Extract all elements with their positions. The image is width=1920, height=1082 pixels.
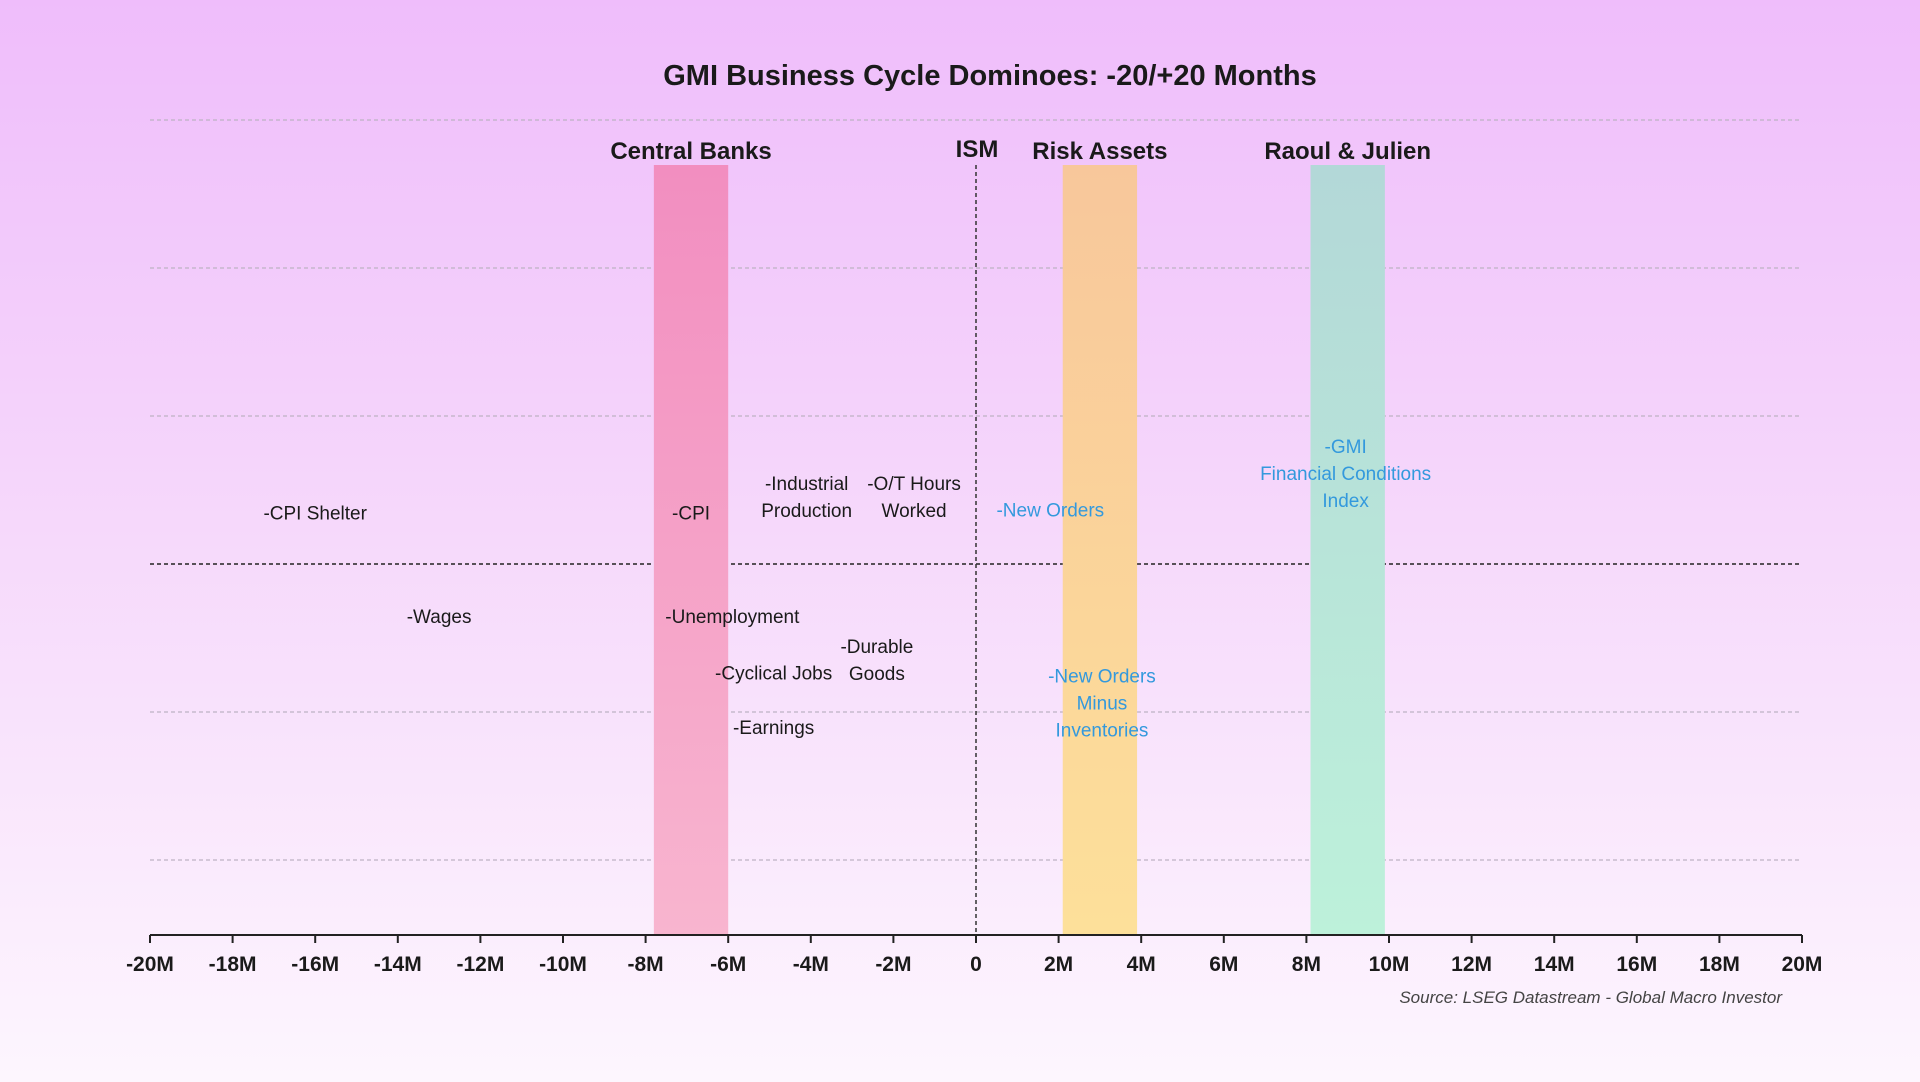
x-tick-label: 14M — [1534, 953, 1575, 976]
band-label: Risk Assets — [1032, 138, 1167, 165]
x-tick-label: 10M — [1369, 953, 1410, 976]
x-tick-label: -12M — [456, 953, 504, 976]
indicator-annotations: -CPI Shelter -CPI -Industrial Production -O/… — [263, 437, 1431, 741]
ism-label: ISM — [956, 136, 999, 163]
annotation-label: -O/T Hours Worked — [867, 474, 961, 522]
annotation-label: -Durable Goods — [840, 637, 913, 685]
x-tick-label: -20M — [126, 953, 174, 976]
band-label: Central Banks — [610, 138, 771, 165]
annotation-label: -GMI Financial Conditions Index — [1260, 437, 1431, 512]
x-tick-label: 18M — [1699, 953, 1740, 976]
annotation-label: -New Orders Minus Inventories — [1048, 666, 1156, 741]
x-tick-label: 0 — [970, 953, 982, 976]
ism-reference: ISM — [956, 136, 999, 935]
x-tick-label: 4M — [1127, 953, 1156, 976]
x-tick-label: 20M — [1782, 953, 1823, 976]
annotation-label: -Industrial Production — [761, 474, 852, 522]
annotation-label: -CPI — [672, 504, 710, 525]
x-tick-label: -6M — [710, 953, 746, 976]
grid-lines — [150, 119, 1802, 861]
x-tick-label: 6M — [1209, 953, 1238, 976]
chart-title: GMI Business Cycle Dominoes: -20/+20 Mon… — [663, 60, 1316, 92]
x-tick-label: 16M — [1616, 953, 1657, 976]
source-note: Source: LSEG Datastream - Global Macro I… — [1399, 988, 1783, 1007]
band-label: Raoul & Julien — [1264, 138, 1431, 165]
annotation-label: -Unemployment — [665, 607, 800, 628]
band-central-banks — [653, 165, 729, 935]
x-tick-label: -2M — [875, 953, 911, 976]
x-tick-label: 12M — [1451, 953, 1492, 976]
cycle-bands: Central Banks Risk Assets Raoul & Julien — [610, 138, 1431, 935]
annotation-label: -Wages — [407, 607, 472, 628]
x-axis: -20M -18M -16M -14M -12M -10M -8M -6M -4M -2M 0 2M 4… — [126, 934, 1823, 976]
x-tick-label: 2M — [1044, 953, 1073, 976]
x-tick-label: 8M — [1292, 953, 1321, 976]
annotation-label: -New Orders — [996, 501, 1104, 522]
band-risk-assets — [1062, 165, 1138, 935]
x-tick-label: -14M — [374, 953, 422, 976]
band-raoul-julien — [1310, 165, 1385, 935]
x-tick-label: -16M — [291, 953, 339, 976]
annotation-label: -CPI Shelter — [263, 504, 367, 525]
x-tick-label: -8M — [628, 953, 664, 976]
annotation-label: -Earnings — [733, 718, 814, 739]
x-tick-label: -10M — [539, 953, 587, 976]
x-tick-label: -4M — [793, 953, 829, 976]
x-tick-label: -18M — [209, 953, 257, 976]
annotation-label: -Cyclical Jobs — [715, 663, 832, 684]
